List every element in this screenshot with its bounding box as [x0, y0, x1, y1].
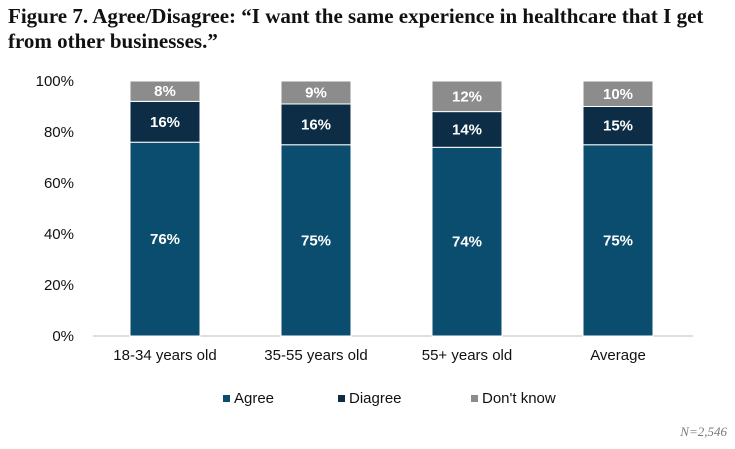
data-label: 75%: [603, 232, 633, 249]
data-label: 75%: [301, 232, 331, 249]
x-category-label: 55+ years old: [422, 347, 512, 364]
y-tick-label: 80%: [44, 124, 74, 141]
legend-label: Diagree: [349, 390, 402, 407]
data-label: 9%: [305, 84, 327, 101]
bar-segment-diagree: [129, 100, 201, 143]
bar-segment-agree: [280, 144, 352, 337]
legend-label: Agree: [234, 390, 274, 407]
bar-segment-diagree: [582, 106, 654, 146]
y-tick-label: 100%: [36, 73, 74, 90]
data-label: 14%: [452, 121, 482, 138]
data-label: 74%: [452, 234, 482, 251]
bar-segment-agree: [582, 144, 654, 337]
legend-label: Don't know: [482, 390, 556, 407]
figure-title: Figure 7. Agree/Disagree: “I want the sa…: [8, 4, 704, 53]
y-tick-label: 60%: [44, 175, 74, 192]
y-tick-label: 40%: [44, 226, 74, 243]
bar-segment-don-t-know: [582, 80, 654, 107]
bar-segment-don-t-know: [129, 80, 201, 102]
legend-swatch: [338, 395, 345, 402]
x-category-label: 18-34 years old: [113, 347, 216, 364]
legend-swatch: [471, 395, 478, 402]
y-tick-label: 20%: [44, 277, 74, 294]
y-tick-label: 0%: [52, 328, 74, 345]
bar-segment-don-t-know: [431, 80, 503, 113]
sample-size-note: N=2,546: [680, 424, 727, 439]
data-label: 16%: [150, 114, 180, 131]
legend-swatch: [223, 395, 230, 402]
bar-segment-don-t-know: [280, 80, 352, 105]
bar-segment-diagree: [280, 103, 352, 146]
data-label: 12%: [452, 88, 482, 105]
x-category-label: Average: [590, 347, 646, 364]
data-label: 16%: [301, 116, 331, 133]
x-category-label: 35-55 years old: [264, 347, 367, 364]
bar-segment-agree: [129, 141, 201, 337]
bar-segment-agree: [431, 146, 503, 337]
data-label: 15%: [603, 118, 633, 135]
data-label: 8%: [154, 83, 176, 100]
data-label: 76%: [150, 231, 180, 248]
data-label: 10%: [603, 86, 633, 103]
bar-segment-diagree: [431, 111, 503, 148]
